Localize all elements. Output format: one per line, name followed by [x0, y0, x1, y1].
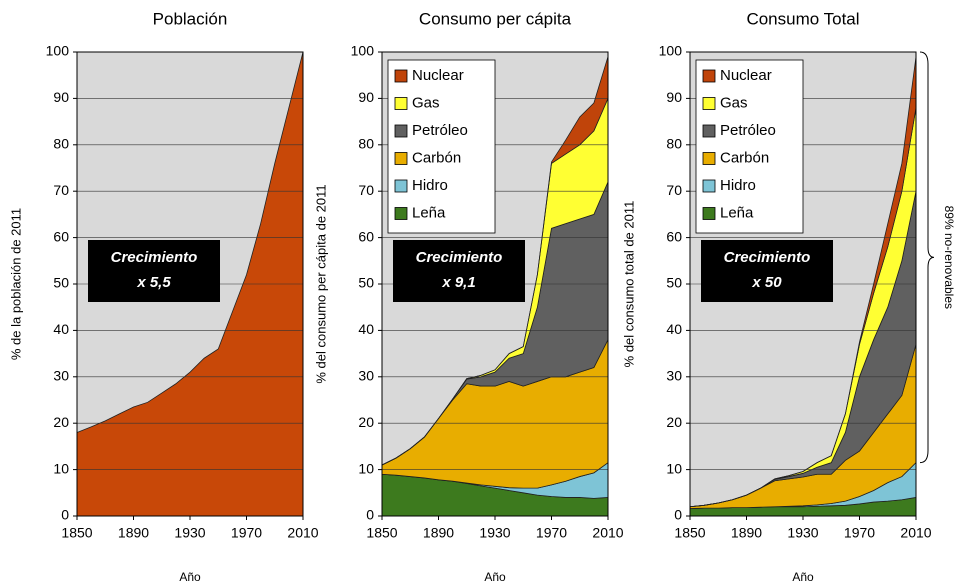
y-tick-label: 10 — [666, 460, 682, 476]
y-tick-label: 0 — [61, 507, 69, 523]
y-tick-label: 30 — [666, 368, 682, 384]
plot-frame — [689, 51, 917, 517]
area — [76, 51, 304, 517]
annotation-text: x 9,1 — [441, 274, 475, 291]
x-tick-label: 1850 — [61, 525, 92, 541]
legend-label: Leña — [720, 204, 754, 221]
y-tick-label: 70 — [666, 182, 682, 198]
legend-swatch — [702, 152, 716, 165]
x-tick-label: 1890 — [118, 525, 149, 541]
y-tick-label: 100 — [351, 43, 375, 59]
y-tick-label: 70 — [358, 182, 374, 198]
legend-box — [387, 59, 496, 234]
legend-swatch — [394, 97, 408, 110]
x-tick-label: 1930 — [479, 525, 510, 541]
y-tick-label: 60 — [358, 228, 374, 244]
annotation-text: Crecimiento — [111, 249, 198, 266]
legend-label: Nuclear — [720, 67, 772, 84]
y-tick-label: 90 — [358, 89, 374, 105]
annotation-text: Crecimiento — [416, 249, 503, 266]
y-tick-label: 80 — [53, 136, 69, 152]
x-tick-label: 2010 — [287, 525, 318, 541]
x-axis-label: Año — [484, 570, 506, 584]
legend-label: Petróleo — [412, 122, 468, 139]
annotation-text: Crecimiento — [724, 249, 811, 266]
x-tick-label: 1970 — [844, 525, 875, 541]
y-tick-label: 80 — [358, 136, 374, 152]
y-tick-label: 90 — [53, 89, 69, 105]
x-axis-label: Año — [179, 570, 201, 584]
x-tick-label: 2010 — [592, 525, 623, 541]
chart-title: Población — [153, 9, 228, 28]
x-tick-label: 1930 — [787, 525, 818, 541]
y-tick-label: 60 — [53, 228, 69, 244]
legend-swatch — [394, 124, 408, 138]
plot-frame — [381, 51, 609, 517]
y-tick-label: 60 — [666, 228, 682, 244]
x-tick-label: 2010 — [900, 525, 931, 541]
y-tick-label: 50 — [53, 275, 69, 291]
y-tick-label: 40 — [358, 321, 374, 337]
y-tick-label: 90 — [666, 89, 682, 105]
x-tick-label: 1930 — [174, 525, 205, 541]
x-tick-label: 1890 — [731, 525, 762, 541]
y-tick-label: 100 — [46, 43, 70, 59]
x-tick-label: 1850 — [674, 525, 705, 541]
y-tick-label: 80 — [666, 136, 682, 152]
legend-label: Gas — [412, 94, 440, 111]
legend-swatch — [702, 69, 716, 83]
legend-swatch — [702, 97, 716, 110]
annotation-box — [88, 240, 220, 302]
legend-swatch — [702, 207, 716, 220]
y-axis-label: % del consumo total de 2011 — [621, 201, 636, 368]
y-tick-label: 10 — [53, 460, 69, 476]
y-tick-label: 20 — [666, 414, 682, 430]
annotation-text: x 5,5 — [136, 274, 171, 291]
legend-label: Hidro — [412, 177, 448, 194]
legend-box — [695, 59, 804, 234]
legend-swatch — [394, 179, 408, 193]
legend-swatch — [394, 152, 408, 165]
x-tick-label: 1970 — [231, 525, 262, 541]
legend-label: Petróleo — [720, 122, 776, 139]
annotation-text: x 50 — [751, 274, 782, 291]
legend-label: Leña — [412, 204, 446, 221]
annotation-box — [393, 240, 525, 302]
annotation-box — [701, 240, 833, 302]
brace — [919, 51, 935, 464]
y-tick-label: 30 — [358, 368, 374, 384]
y-tick-label: 20 — [358, 414, 374, 430]
y-tick-label: 40 — [53, 321, 69, 337]
y-tick-label: 10 — [358, 460, 374, 476]
legend-swatch — [702, 179, 716, 193]
legend-label: Carbón — [720, 149, 769, 166]
x-tick-label: 1850 — [366, 525, 397, 541]
y-tick-label: 70 — [53, 182, 69, 198]
y-tick-label: 30 — [53, 368, 69, 384]
x-tick-label: 1890 — [423, 525, 454, 541]
legend-swatch — [394, 69, 408, 83]
y-tick-label: 50 — [358, 275, 374, 291]
y-axis-label: % del consumo per cápita de 2011 — [313, 184, 328, 383]
y-tick-label: 100 — [659, 43, 683, 59]
y-tick-label: 20 — [53, 414, 69, 430]
side-note: 89% no-renovables — [942, 206, 956, 309]
legend-swatch — [394, 207, 408, 220]
x-axis-label: Año — [792, 570, 814, 584]
chart-title: Consumo Total — [746, 9, 859, 28]
legend-label: Gas — [720, 94, 748, 111]
plot-frame — [76, 51, 304, 517]
x-tick-label: 1970 — [536, 525, 567, 541]
legend-label: Nuclear — [412, 67, 464, 84]
y-axis-label: % de la población de 2011 — [8, 208, 23, 360]
chart-title: Consumo per cápita — [419, 9, 572, 28]
y-tick-label: 0 — [674, 507, 682, 523]
y-tick-label: 50 — [666, 275, 682, 291]
legend-label: Carbón — [412, 149, 461, 166]
legend-label: Hidro — [720, 177, 756, 194]
y-tick-label: 0 — [366, 507, 374, 523]
legend-swatch — [702, 124, 716, 138]
y-tick-label: 40 — [666, 321, 682, 337]
